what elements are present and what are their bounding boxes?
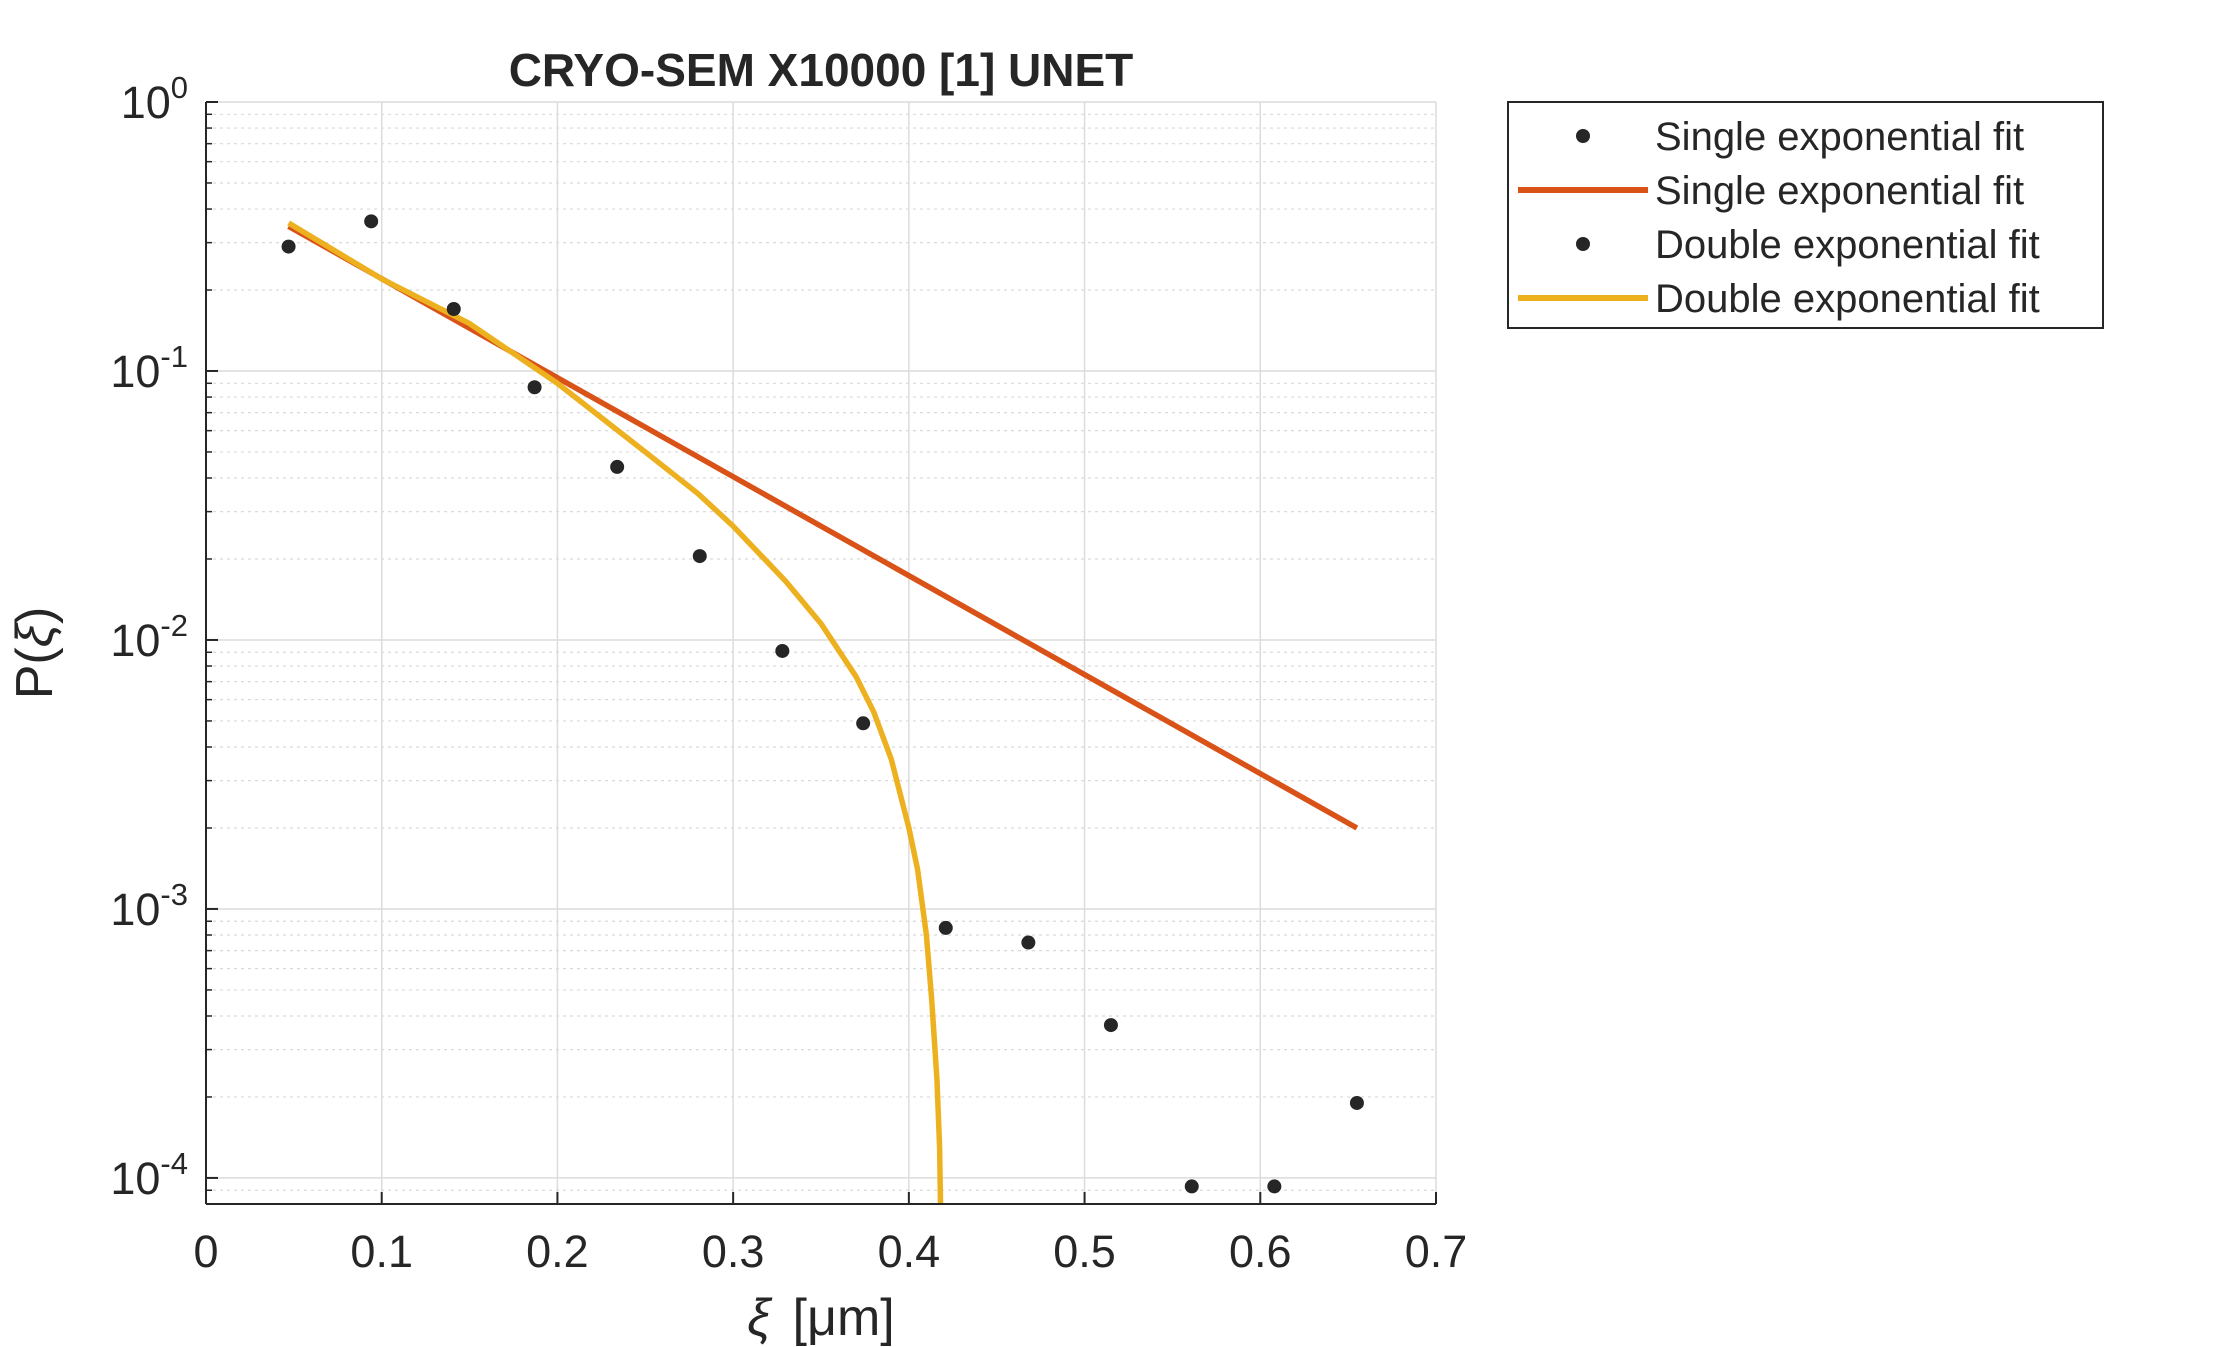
series-0-point: [938, 920, 953, 935]
y-tick-label: 10-1: [110, 339, 188, 397]
legend: Single exponential fit Single exponentia…: [1507, 101, 2104, 329]
legend-label-double-fit: Double exponential fit: [1655, 277, 2040, 321]
legend-label-single-fit: Single exponential fit: [1655, 169, 2024, 213]
plot-area: [281, 214, 1364, 1204]
series-0-point: [610, 459, 625, 474]
y-axis-symbol: ξ: [6, 621, 64, 647]
series-0-point: [1184, 1179, 1199, 1194]
legend-box: [1507, 101, 2104, 329]
series-0-point: [1103, 1018, 1118, 1033]
series-0-point: [446, 301, 461, 316]
x-axis-unit: [μm]: [793, 1289, 895, 1347]
series-layer: [281, 214, 1364, 1204]
x-tick-labels: 0 0.1 0.2 0.3 0.4 0.5 0.6 0.7: [193, 1226, 1467, 1277]
x-tick-label: 0.2: [526, 1226, 589, 1277]
series-0-point: [775, 643, 790, 658]
x-tick-label: 0: [193, 1226, 218, 1277]
x-tick-label: 0.1: [350, 1226, 413, 1277]
series-0-point: [1021, 935, 1036, 950]
x-tick-label: 0.7: [1405, 1226, 1468, 1277]
plot-background: [206, 102, 1436, 1204]
y-axis-prefix: P(: [6, 647, 64, 700]
y-tick-label: 100: [121, 70, 188, 128]
series-0-point: [364, 214, 379, 229]
y-tick-label: 10-4: [110, 1146, 188, 1204]
legend-marker-single-points: [1576, 129, 1590, 143]
series-0-point: [856, 716, 871, 731]
series-0-point: [692, 549, 707, 564]
grid: [206, 101, 1437, 1205]
legend-label-single-points: Single exponential fit: [1655, 115, 2024, 159]
x-axis-label: ξ [μm]: [747, 1289, 894, 1347]
series-0-point: [527, 380, 542, 395]
chart-title: CRYO-SEM X10000 [1] UNET: [509, 44, 1134, 96]
y-axis-suffix: ): [6, 607, 64, 624]
y-tick-label: 10-3: [110, 877, 188, 935]
x-tick-label: 0.5: [1053, 1226, 1116, 1277]
x-tick-label: 0.3: [702, 1226, 765, 1277]
y-tick-labels: 100 10-1 10-2 10-3 10-4: [110, 70, 188, 1204]
series-line-1: [287, 223, 1359, 831]
x-tick-label: 0.4: [878, 1226, 941, 1277]
axes: [205, 101, 1437, 1205]
series-0-point: [281, 239, 296, 254]
series-0-point: [1267, 1179, 1282, 1194]
series-0-point: [1349, 1095, 1364, 1110]
legend-marker-double-points: [1576, 237, 1590, 251]
x-tick-label: 0.6: [1229, 1226, 1292, 1277]
series-line-3: [287, 220, 944, 1204]
y-tick-label: 10-2: [110, 608, 188, 666]
legend-label-double-points: Double exponential fit: [1655, 223, 2040, 267]
y-axis-label: P(ξ): [6, 607, 64, 700]
x-axis-symbol: ξ: [747, 1289, 773, 1347]
